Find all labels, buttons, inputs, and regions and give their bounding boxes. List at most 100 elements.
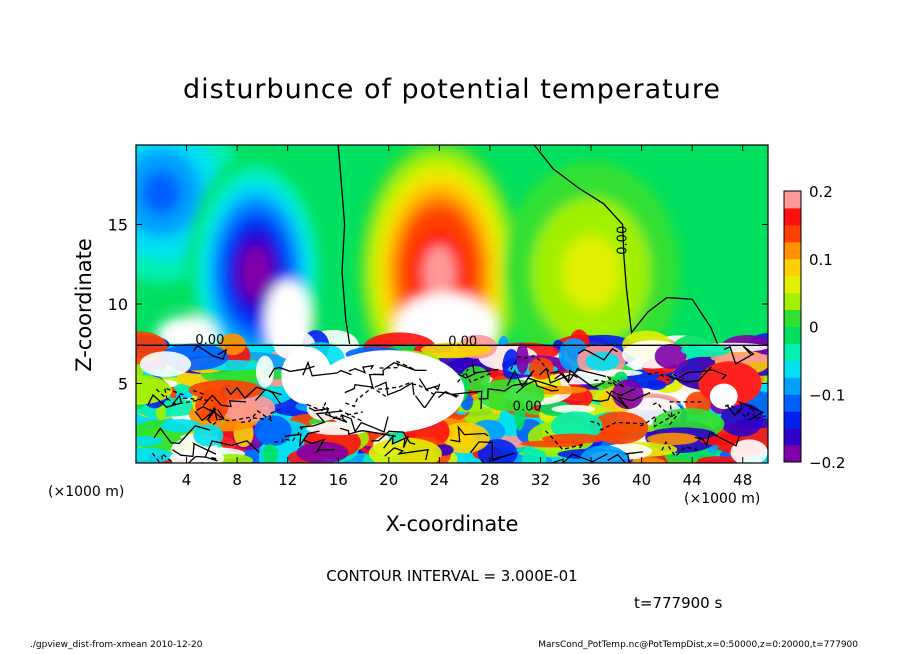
boundary-layer-cell [136,375,170,403]
colorbar-band [784,394,801,412]
boundary-layer-contour [225,386,282,400]
boundary-layer-contour [577,348,618,361]
boundary-layer-contour [340,414,389,434]
boundary-layer-cell [698,456,742,463]
footer-left: ./gpview_dist-from-xmean 2010-12-20 [30,640,203,650]
boundary-layer-cell [477,439,518,463]
colorbar-tick-label: 0 [809,319,819,337]
boundary-layer-contour [302,360,352,377]
boundary-layer-cell [590,411,649,445]
boundary-layer-contour [274,425,303,443]
boundary-layer-contour [450,425,489,443]
boundary-layer-contour [666,366,712,383]
boundary-layer-contour [661,440,702,458]
x-tick-label: 4 [182,471,192,489]
x-tick-label: 20 [379,471,398,489]
boundary-layer-contour [196,405,225,421]
boundary-layer-contour [554,367,607,383]
boundary-layer-contour [457,360,499,379]
y-axis-label: Z-coordinate [72,238,96,372]
anomaly-band [561,235,621,310]
boundary-layer-contour [550,369,605,389]
zero-contour [533,145,719,345]
contour-labels: 0.00 0.00 0.00 0.00 [195,226,630,415]
x-unit-label-right: (×1000 m) [684,491,761,507]
boundary-layer-cell [550,411,603,441]
boundary-layer-cell [551,404,596,414]
boundary-layer-cell [139,351,192,377]
boundary-layer-cell [477,378,545,412]
zero-contour [337,145,351,344]
boundary-layer-contour [284,430,320,447]
boundary-layer-contour [187,455,218,463]
boundary-layer-saturated [281,346,332,405]
boundary-layer-contour [345,386,387,408]
contour-label: 0.00 [448,334,477,349]
boundary-layer-contour [414,391,459,409]
boundary-layer-cell [255,355,275,388]
boundary-layer-contour [374,381,415,396]
boundary-layer-cell [136,447,174,463]
boundary-layer-warm-core [709,383,738,409]
x-tick-label: 48 [733,471,752,489]
x-tick-label: 40 [632,471,651,489]
boundary-layer-cell [160,419,202,433]
colorbar-band [784,445,801,463]
x-tick-label: 8 [232,471,242,489]
anomaly-band [141,170,182,215]
boundary-layer-cell [680,343,731,358]
x-tick-label: 36 [581,471,600,489]
colorbar-band [784,207,801,226]
boundary-layer-cell [262,444,279,463]
x-tick-label: 44 [683,471,702,489]
boundary-layer-contour [151,452,203,463]
boundary-layer-contour [552,453,608,463]
boundary-layer-cell [516,343,529,375]
boundary-layer-contour [469,441,515,462]
boundary-layer-contour [202,394,247,408]
boundary-layer-cell [576,369,643,377]
boundary-layer-contour [166,389,205,405]
boundary-layer-cell [421,342,492,357]
boundary-layer-contour [594,375,625,389]
chart-title: disturbunce of potential temperature [183,74,721,105]
boundary-layer-contour [607,451,643,463]
boundary-layer-contour [268,365,315,378]
boundary-layer-cell [647,432,699,445]
boundary-layer-cell [579,445,629,463]
x-tick-label: 28 [480,471,499,489]
boundary-layer-contour [155,386,214,402]
boundary-layer-contour [194,406,218,422]
boundary-layer-contour [299,410,342,428]
boundary-layer-cell [438,422,490,454]
colorbar: 0.2 0.1 0 −0.1 −0.2 [783,183,845,472]
y-tick-label: 15 [108,216,128,235]
boundary-layer-cell [528,357,554,380]
plot-area [136,145,768,463]
colorbar-band [784,377,801,395]
boundary-layer-contour [147,394,183,408]
colorbar-tick-label: −0.2 [809,454,845,472]
anomaly-band [431,258,448,286]
boundary-layer-cell [645,379,667,391]
contour-label: 0.00 [615,226,630,255]
field-fill [136,145,680,408]
boundary-layer-cell [254,415,292,447]
boundary-layer-contour [506,369,558,388]
boundary-layer-contour [383,434,410,449]
colorbar-tick-label: 0.1 [809,251,833,269]
colorbar-tick-label: 0.2 [809,183,833,201]
y-axis: 5 10 15 [108,216,768,394]
boundary-layer-contour [172,442,217,458]
x-axis: 4 8 12 16 20 24 28 32 36 40 44 48 [182,145,752,489]
boundary-layer-saturated [312,350,465,433]
boundary-layer-contour [681,369,728,380]
colorbar-tick-label: −0.1 [809,386,845,404]
contour-lines [136,145,768,463]
colorbar-band [784,292,801,311]
boundary-layer-contour [308,407,348,424]
boundary-layer-contour [379,359,415,371]
boundary-layer-contour [639,411,680,428]
y-tick-label: 10 [108,295,128,314]
